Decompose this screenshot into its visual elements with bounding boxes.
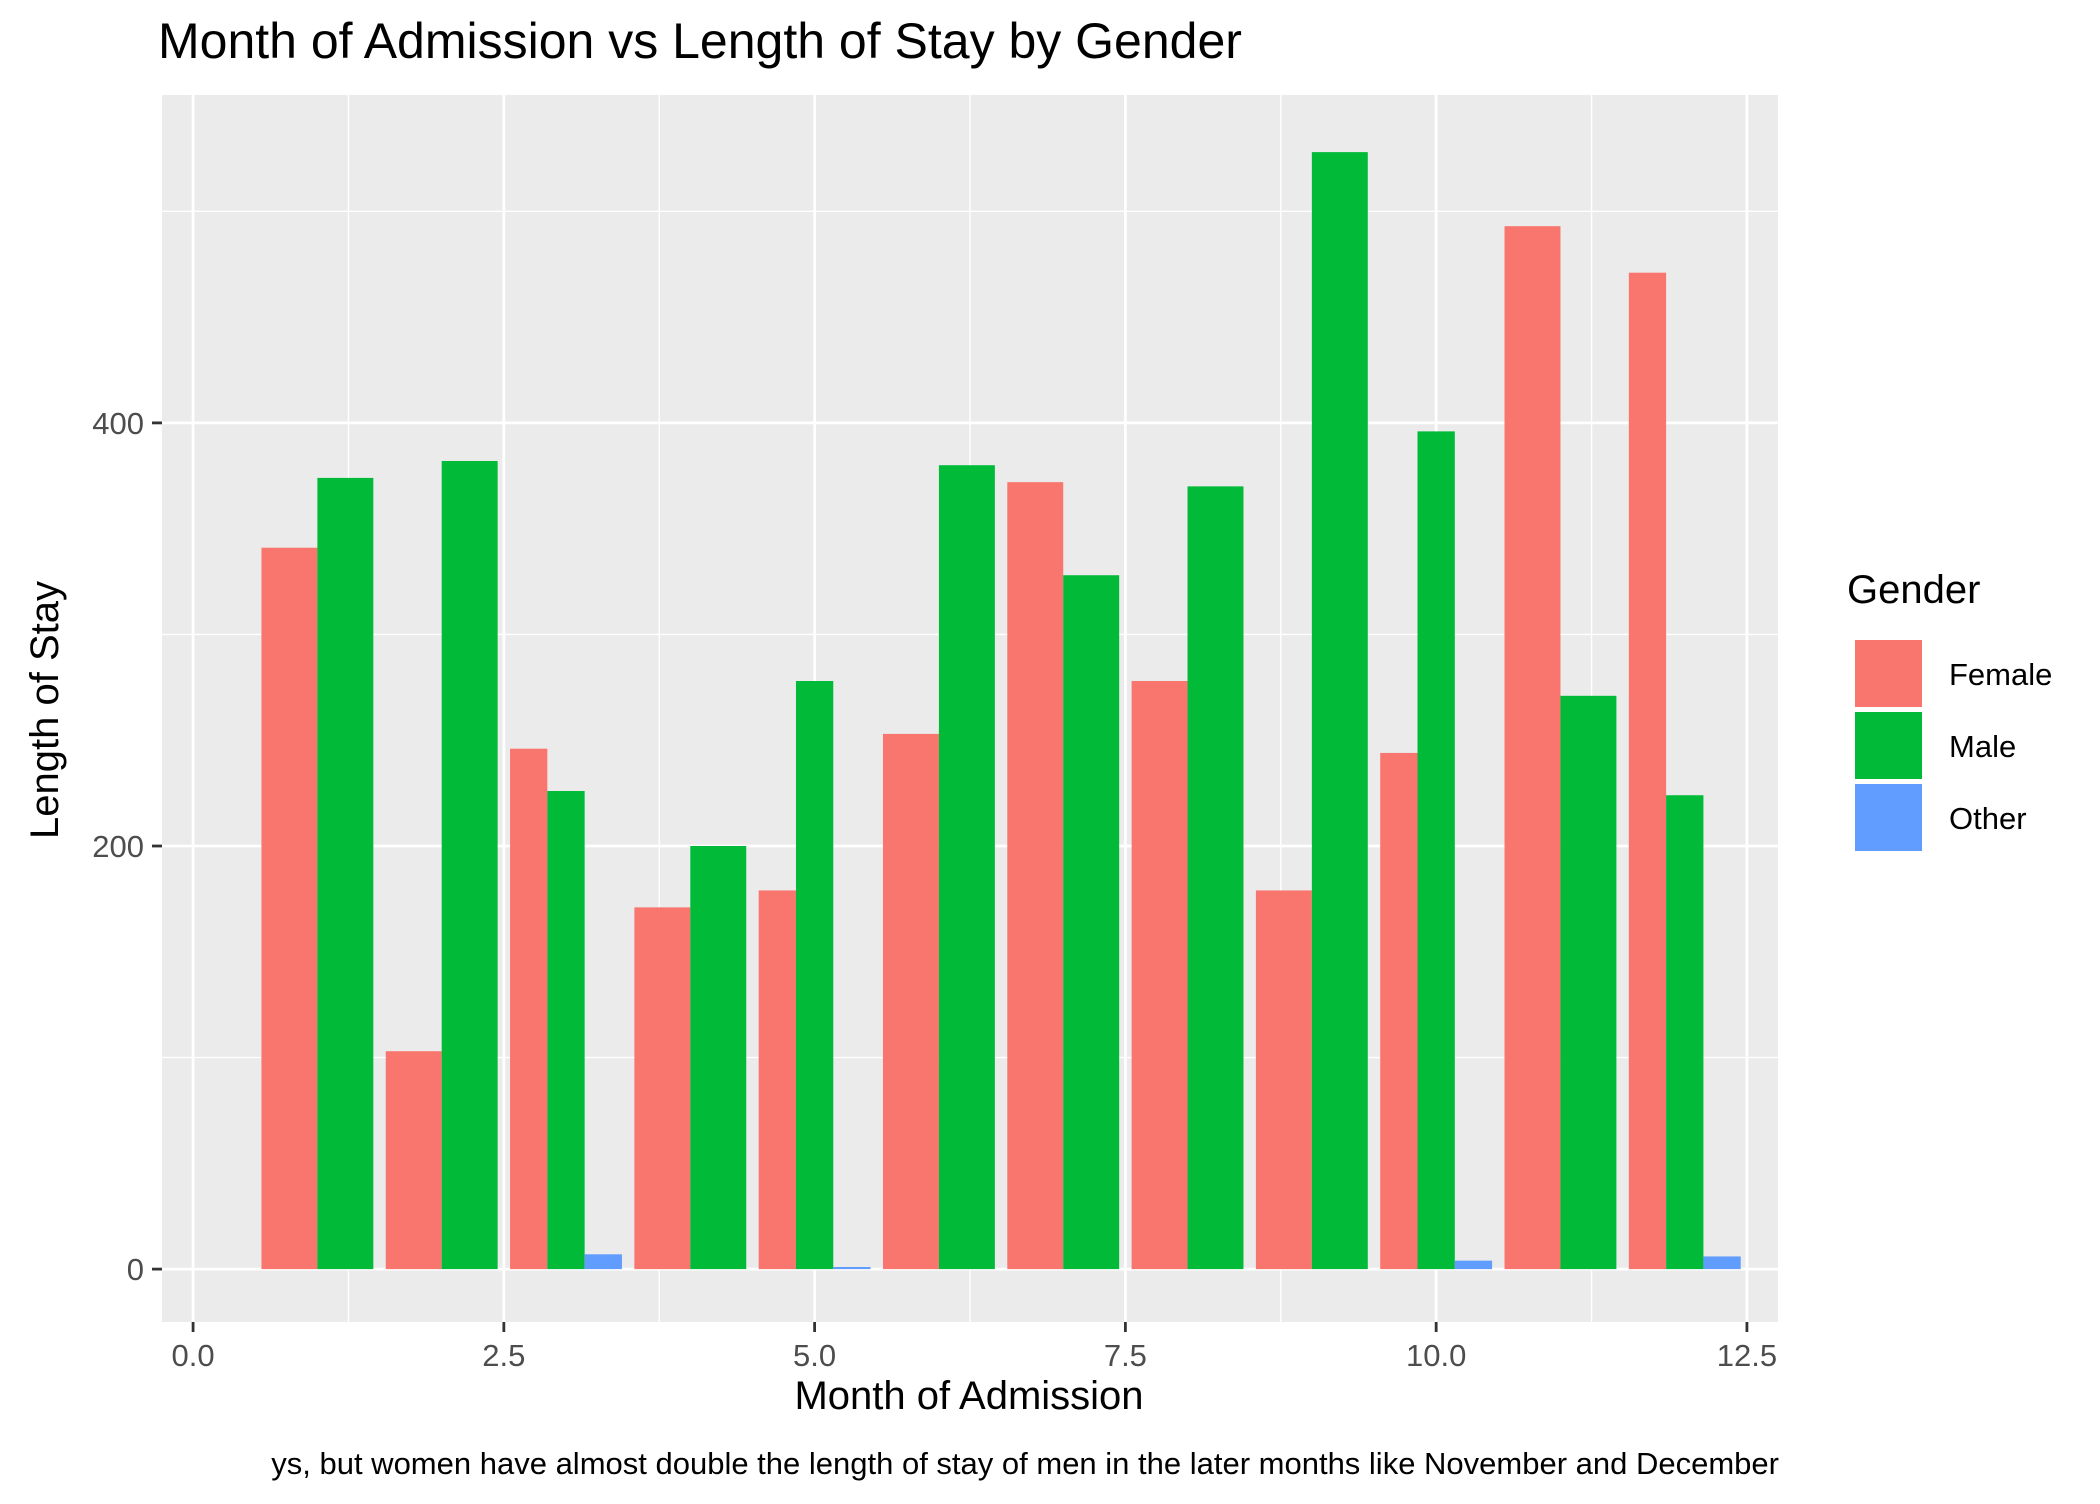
bar-other-month-5 xyxy=(833,1266,871,1270)
chart-title: Month of Admission vs Length of Stay by … xyxy=(158,13,1242,69)
y-tick-label: 0 xyxy=(127,1252,144,1287)
x-tick-label: 7.5 xyxy=(1104,1338,1147,1373)
bar-female-month-11 xyxy=(1504,226,1561,1270)
legend: Gender Female Male Other xyxy=(1847,568,2052,851)
bar-other-month-12 xyxy=(1703,1256,1741,1270)
bar-female-month-7 xyxy=(1007,482,1064,1270)
legend-label-female: Female xyxy=(1949,657,2052,692)
bar-male-month-5 xyxy=(795,680,834,1270)
x-axis-title: Month of Admission xyxy=(794,1374,1143,1418)
legend-label-male: Male xyxy=(1949,729,2016,764)
bar-male-month-7 xyxy=(1063,575,1120,1270)
legend-key-male xyxy=(1855,712,1922,779)
bar-other-month-3 xyxy=(584,1254,622,1270)
y-axis-title: Length of Stay xyxy=(23,581,67,839)
legend-label-other: Other xyxy=(1949,801,2027,836)
bar-male-month-9 xyxy=(1311,152,1368,1270)
bar-female-month-3 xyxy=(510,748,548,1270)
y-tick-label: 200 xyxy=(92,829,144,864)
bar-female-month-12 xyxy=(1628,272,1667,1270)
x-tick-label: 0.0 xyxy=(172,1338,215,1373)
bar-male-month-4 xyxy=(690,846,747,1270)
bar-male-month-3 xyxy=(547,791,585,1270)
bar-female-month-5 xyxy=(758,890,796,1270)
x-tick-label: 2.5 xyxy=(482,1338,525,1373)
bar-male-month-11 xyxy=(1560,695,1617,1270)
bar-female-month-4 xyxy=(634,907,691,1270)
bars xyxy=(261,152,1741,1270)
bar-male-month-8 xyxy=(1187,486,1244,1270)
bar-other-month-10 xyxy=(1454,1260,1493,1270)
bar-male-month-2 xyxy=(441,460,498,1270)
chart-caption: ys, but women have almost double the len… xyxy=(271,1446,1779,1481)
bar-female-month-10 xyxy=(1380,752,1418,1270)
x-tick-label: 5.0 xyxy=(793,1338,836,1373)
axes: 0 200 400 0.0 2.5 5.0 7.5 10.0 12.5 xyxy=(92,406,1777,1373)
legend-title: Gender xyxy=(1847,568,1980,612)
bar-male-month-10 xyxy=(1417,431,1455,1270)
bar-female-month-1 xyxy=(261,547,318,1270)
bar-female-month-6 xyxy=(882,733,939,1270)
bar-female-month-9 xyxy=(1255,890,1312,1270)
bar-female-month-8 xyxy=(1131,680,1188,1270)
y-tick-label: 400 xyxy=(92,406,144,441)
legend-key-other xyxy=(1855,784,1922,851)
legend-key-female xyxy=(1855,640,1922,707)
x-tick-label: 10.0 xyxy=(1406,1338,1466,1373)
bar-female-month-2 xyxy=(385,1051,442,1270)
bar-male-month-12 xyxy=(1666,795,1704,1270)
bar-male-month-1 xyxy=(317,477,374,1270)
x-tick-label: 12.5 xyxy=(1717,1338,1777,1373)
bar-male-month-6 xyxy=(938,465,995,1270)
